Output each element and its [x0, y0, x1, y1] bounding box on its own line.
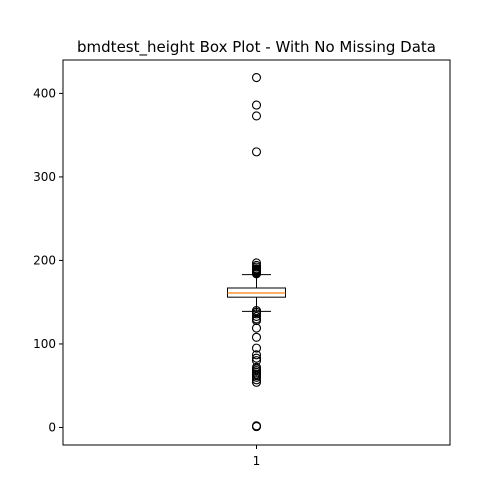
outlier-point	[251, 269, 262, 279]
outlier-point	[251, 332, 262, 342]
outlier-point	[251, 377, 262, 387]
chart-title: bmdtest_height Box Plot - With No Missin…	[77, 38, 436, 57]
outlier-point	[251, 111, 262, 121]
outlier-point	[251, 353, 262, 363]
x-tick-label: 1	[253, 454, 261, 468]
y-tick-label: 100	[33, 337, 56, 351]
y-tick-label: 0	[48, 420, 56, 434]
x-axis-ticks: 1	[253, 445, 261, 468]
outlier-point	[251, 72, 262, 83]
outlier-point	[251, 375, 262, 385]
outlier-point	[251, 311, 262, 321]
outlier-point	[251, 343, 262, 353]
outlier-point	[251, 309, 262, 319]
outlier-point	[251, 350, 262, 360]
y-axis-ticks: 0 100 200 300 400	[33, 86, 63, 434]
outlier-point	[251, 100, 262, 110]
box-series	[227, 72, 286, 432]
plot-area-frame	[62, 59, 451, 446]
y-tick-label: 400	[33, 86, 56, 100]
outlier-point	[251, 147, 262, 157]
y-tick-label: 300	[33, 170, 56, 184]
outlier-point	[251, 372, 262, 382]
outlier-point	[251, 323, 262, 333]
y-tick-label: 200	[33, 253, 56, 267]
outlier-point	[251, 422, 262, 432]
